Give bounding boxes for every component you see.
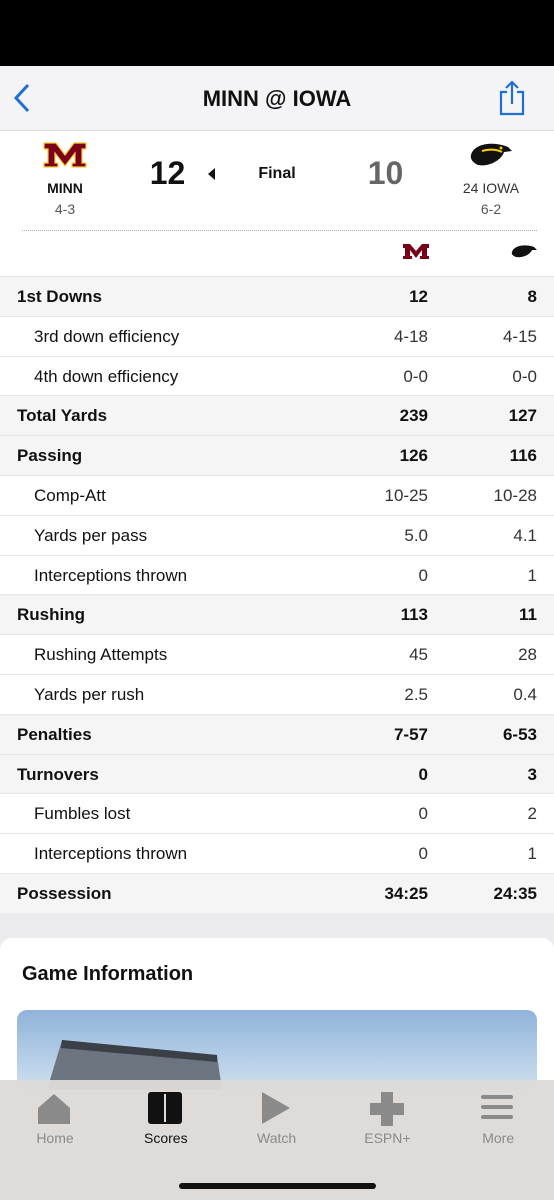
home-value: 0.4 — [513, 685, 537, 704]
share-button[interactable] — [498, 80, 526, 116]
away-value: 12 — [409, 287, 428, 306]
stat-detail-row: Rushing Attempts 45 28 — [0, 634, 554, 674]
tab-label[interactable]: Watch — [257, 1130, 297, 1146]
divider — [22, 230, 537, 231]
home-value: 4.1 — [513, 525, 537, 545]
home-value: 1 — [527, 565, 537, 585]
minn-logo-small — [403, 244, 429, 259]
stat-detail-row: 3rd down efficiency 4-18 4-15 — [0, 315, 554, 356]
away-value: 4-18 — [393, 326, 428, 346]
tab-bar: Home Scores Watch ESPN+ More — [0, 1080, 554, 1200]
nav-bar: MINN @ IOWA — [0, 66, 554, 131]
stat-label: Interceptions thrown — [34, 844, 188, 864]
stat-row: Passing 126 116 — [0, 435, 554, 476]
stat-detail-row: 4th down efficiency 0-0 0-0 — [0, 355, 554, 396]
away-value: 0 — [418, 764, 428, 784]
scoreboard: MINN 4-3 12 Final 10 24 IOWA 6-2 — [0, 131, 554, 219]
away-name: MINN — [47, 180, 83, 196]
home-value: 8 — [527, 287, 537, 306]
home-value: 0-0 — [512, 366, 537, 386]
stadium-image — [17, 1010, 537, 1090]
home-value: 6-53 — [502, 724, 537, 744]
tab-label[interactable]: Home — [36, 1130, 74, 1146]
stat-label: 4th down efficiency — [34, 366, 179, 386]
stat-label: Interceptions thrown — [34, 565, 188, 585]
away-value: 10-25 — [384, 486, 428, 505]
away-value: 0 — [418, 565, 428, 585]
home-name: 24 IOWA — [462, 180, 520, 196]
stat-label: Fumbles lost — [34, 804, 131, 824]
game-status: Final — [258, 165, 296, 182]
back-button[interactable] — [10, 82, 34, 114]
stat-label: Comp-Att — [34, 486, 106, 505]
away-value: 239 — [399, 406, 428, 426]
team-stats: 1st Downs 12 8 3rd down efficiency 4-18 4-15 4… — [0, 219, 554, 913]
away-score: 12 — [149, 155, 186, 191]
away-value: 5.0 — [404, 525, 428, 545]
stat-row: Rushing 113 11 — [0, 594, 554, 635]
iowa-logo — [470, 143, 512, 166]
home-value: 11 — [519, 605, 537, 625]
stat-detail-row: Interceptions thrown 0 1 — [0, 833, 554, 873]
stat-label: Total Yards — [17, 406, 108, 426]
stat-row: Total Yards 239 127 — [0, 395, 554, 436]
stat-row: Turnovers 0 3 — [0, 753, 554, 794]
home-value: 127 — [508, 406, 537, 426]
home-value: 2 — [527, 804, 537, 824]
home-value: 3 — [527, 764, 537, 784]
stat-detail-row: Fumbles lost 0 2 — [0, 793, 554, 833]
away-value: 34:25 — [384, 884, 428, 903]
stat-detail-row: Yards per rush 2.5 0.4 — [0, 674, 554, 714]
home-value: 10-28 — [493, 486, 537, 505]
away-value: 0 — [418, 804, 428, 824]
tab-label[interactable]: Scores — [144, 1130, 188, 1146]
iowa-logo-small — [511, 245, 537, 258]
stat-label: Yards per pass — [34, 525, 148, 545]
home-value: 28 — [518, 645, 537, 665]
stat-row: 1st Downs 12 8 — [0, 276, 554, 316]
home-score: 10 — [367, 155, 404, 191]
stat-row: Possession 34:25 24:35 — [0, 873, 554, 913]
stat-label: Turnovers — [17, 764, 99, 784]
away-value: 45 — [409, 645, 428, 665]
home-record: 6-2 — [480, 201, 502, 217]
tab-label[interactable]: ESPN+ — [364, 1130, 411, 1146]
section-title: Game Information — [22, 963, 194, 985]
stat-detail-row: Interceptions thrown 0 1 — [0, 554, 554, 595]
stat-label: Passing — [17, 446, 83, 466]
stat-row: Penalties 7-57 6-53 — [0, 713, 554, 754]
tab-label[interactable]: More — [482, 1130, 515, 1146]
stat-label: Possession — [17, 884, 112, 903]
away-value: 126 — [399, 446, 428, 466]
stat-label: Rushing Attempts — [34, 645, 168, 665]
home-value: 1 — [527, 844, 537, 864]
stat-label: Rushing — [17, 605, 85, 625]
stat-label: Yards per rush — [34, 685, 145, 704]
stat-label: 3rd down efficiency — [34, 326, 180, 346]
nav-title: MINN @ IOWA — [202, 86, 352, 111]
home-value: 116 — [509, 446, 537, 466]
tab-icons — [38, 1092, 513, 1189]
away-record: 4-3 — [54, 201, 76, 217]
minn-logo — [43, 142, 87, 168]
away-value: 0-0 — [403, 366, 428, 386]
away-value: 113 — [400, 605, 428, 625]
stat-label: 1st Downs — [17, 287, 103, 306]
away-value: 2.5 — [404, 685, 428, 704]
home-value: 24:35 — [493, 884, 537, 903]
stat-label: Penalties — [17, 724, 92, 744]
home-value: 4-15 — [502, 326, 537, 346]
winner-arrow — [208, 168, 215, 180]
away-value: 7-57 — [393, 724, 428, 744]
stat-detail-row: Comp-Att 10-25 10-28 — [0, 475, 554, 515]
stat-detail-row: Yards per pass 5.0 4.1 — [0, 514, 554, 555]
status-bar — [0, 0, 554, 66]
away-value: 0 — [418, 844, 428, 864]
